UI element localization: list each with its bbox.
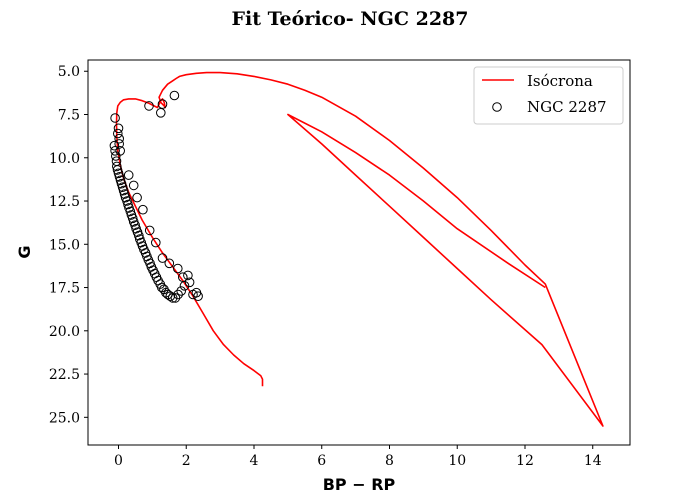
- y-tick-label: 7.5: [58, 108, 80, 124]
- y-tick-label: 15.0: [49, 237, 80, 253]
- x-axis-label: BP − RP: [323, 475, 396, 494]
- plot-area: [109, 71, 604, 427]
- y-tick-label: 20.0: [49, 324, 80, 340]
- cluster-star-point: [122, 196, 132, 206]
- cluster-star-point: [134, 230, 144, 241]
- isochrone-line: [115, 71, 604, 427]
- cluster-star-point: [164, 258, 175, 269]
- y-tick-label: 12.5: [49, 194, 80, 210]
- cluster-star-point: [115, 146, 125, 156]
- cluster-star-point: [138, 204, 148, 215]
- cluster-star-point: [127, 213, 138, 224]
- cluster-star-point: [151, 237, 161, 248]
- y-tick-label: 5.0: [58, 64, 80, 80]
- legend-box: [473, 66, 624, 125]
- cluster-star-point: [109, 140, 120, 151]
- legend-label-isochrone: Isócrona: [527, 72, 593, 90]
- cluster-star-point: [130, 220, 140, 230]
- cluster-star-point: [113, 123, 124, 134]
- cluster-star-point: [167, 293, 178, 303]
- legend-label-cluster: NGC 2287: [527, 98, 607, 116]
- y-tick-label: 17.5: [49, 281, 80, 297]
- cluster-star-point: [112, 161, 122, 172]
- y-axis: 5.0 7.5 10.0 12.5 15.0 17.5 20.0 22.5 25.0: [49, 64, 88, 426]
- cluster-star-point: [110, 113, 120, 123]
- cluster-star-point: [132, 192, 142, 203]
- cluster-star-point: [118, 185, 129, 196]
- axes-frame: [87, 59, 631, 446]
- x-tick-label: 4: [250, 453, 259, 469]
- x-axis: 0 2 4 6 8 10 12 14: [114, 445, 602, 469]
- legend: Isócrona NGC 2287: [473, 66, 624, 125]
- cluster-star-point: [114, 172, 125, 182]
- cluster-star-point: [110, 146, 120, 156]
- x-tick-label: 14: [584, 453, 602, 469]
- cluster-star-point: [165, 291, 176, 302]
- cluster-star-point: [157, 253, 168, 263]
- y-tick-label: 25.0: [49, 410, 80, 426]
- cluster-star-point: [183, 270, 193, 281]
- y-tick-label: 10.0: [49, 151, 80, 167]
- cluster-star-point: [178, 272, 188, 283]
- cluster-star-point: [184, 277, 195, 288]
- cluster-star-point: [114, 133, 124, 144]
- cluster-star-point: [128, 180, 139, 191]
- cluster-star-point: [114, 139, 124, 149]
- y-axis-label: G: [15, 245, 34, 258]
- cluster-star-point: [113, 128, 123, 139]
- cluster-star-point: [144, 225, 155, 236]
- cluster-star-point: [144, 101, 154, 111]
- x-tick-label: 10: [448, 453, 466, 469]
- cluster-star-point: [157, 99, 168, 109]
- cluster-star-point: [119, 189, 130, 199]
- cluster-star-point: [173, 289, 183, 300]
- x-tick-label: 8: [385, 453, 394, 469]
- cluster-star-point: [191, 287, 202, 298]
- chart-title: Fit Teórico- NGC 2287: [232, 8, 469, 30]
- x-tick-label: 2: [182, 453, 191, 469]
- legend-marker-swatch: [492, 102, 502, 112]
- cluster-star-point: [169, 90, 180, 101]
- cluster-star-point: [173, 263, 183, 274]
- x-tick-label: 12: [516, 453, 534, 469]
- x-tick-label: 0: [114, 453, 123, 469]
- cluster-star-point: [113, 168, 124, 179]
- x-tick-label: 6: [317, 453, 326, 469]
- cluster-star-point: [123, 170, 134, 180]
- cluster-star-point: [156, 108, 166, 118]
- cluster-star-point: [170, 293, 181, 303]
- cluster-star-point: [176, 286, 186, 296]
- y-tick-label: 22.5: [49, 367, 80, 383]
